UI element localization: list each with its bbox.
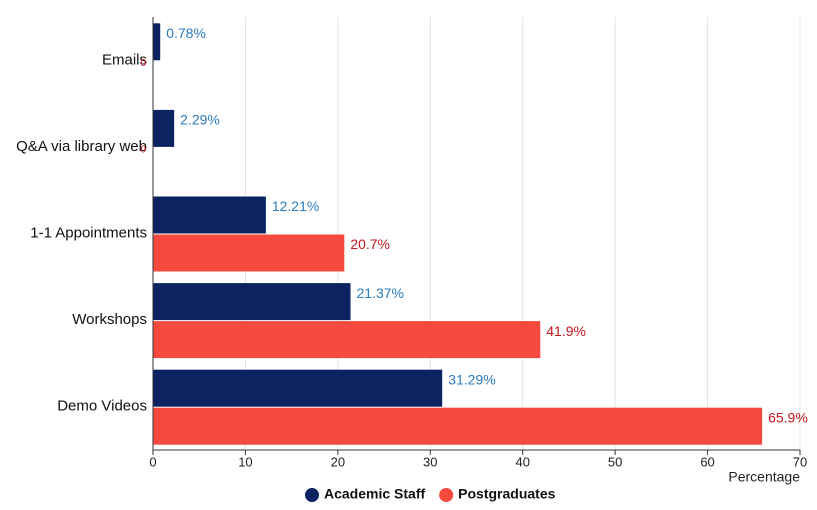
y-tick-label: Workshops: [72, 311, 147, 328]
x-tick-label: 10: [238, 454, 252, 469]
y-tick-label: Emails: [102, 51, 147, 68]
y-tick-label: Demo Videos: [57, 398, 147, 415]
data-label: 2.29%: [180, 112, 220, 128]
bar: [153, 234, 345, 272]
y-tick-label: 1-1 Appointments: [30, 224, 147, 241]
data-label: 0.78%: [166, 25, 206, 41]
x-tick-label: 50: [608, 454, 622, 469]
bar: [153, 407, 763, 445]
data-label: 65.9%: [768, 409, 808, 425]
data-label: 0: [140, 58, 146, 69]
legend-marker: [439, 488, 454, 502]
y-tick-label: Q&A via library web: [16, 138, 147, 155]
bar: [153, 109, 175, 147]
x-tick-label: 60: [700, 454, 714, 469]
legend-marker: [305, 488, 319, 502]
data-label: 41.9%: [546, 323, 586, 339]
legend-label: Academic Staff: [324, 486, 425, 502]
x-tick-label: 20: [331, 454, 345, 469]
bar: [153, 196, 266, 234]
legend-label: Postgraduates: [458, 486, 555, 502]
data-label: 21.37%: [357, 285, 404, 301]
data-label: 0: [140, 145, 146, 156]
x-axis-label: Percentage: [728, 469, 800, 485]
x-tick-label: 40: [515, 454, 529, 469]
x-tick-label: 70: [793, 454, 807, 469]
bar: [153, 369, 443, 407]
x-tick-label: 30: [423, 454, 437, 469]
legend: Academic Staff Postgraduates: [305, 486, 556, 502]
bar: [153, 23, 161, 61]
x-tick-label: 0: [149, 454, 156, 469]
data-label: 20.7%: [350, 236, 390, 252]
bar: [153, 283, 351, 321]
data-label: 31.29%: [448, 371, 495, 387]
data-label: 12.21%: [272, 198, 319, 214]
bar: [153, 321, 541, 359]
